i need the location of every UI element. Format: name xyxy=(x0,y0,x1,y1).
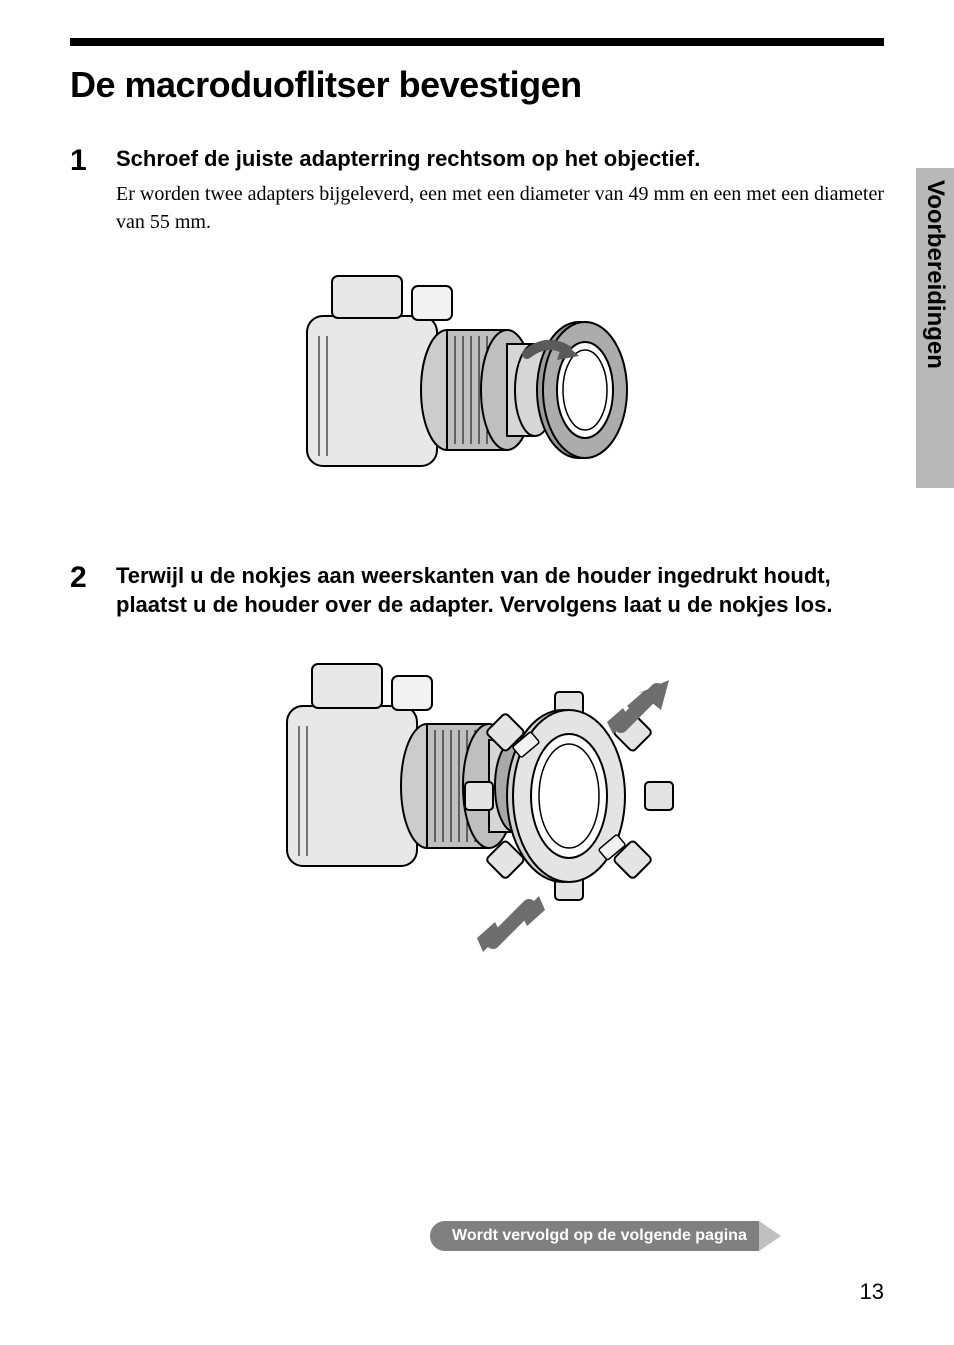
step-1-heading: Schroef de juiste adapterring rechtsom o… xyxy=(116,144,884,174)
continue-banner: Wordt vervolgd op de volgende pagina xyxy=(430,1221,781,1251)
banner-arrow-icon xyxy=(759,1221,781,1251)
step-2: 2 Terwijl u de nokjes aan weerskanten va… xyxy=(70,561,884,626)
banner-cap-icon xyxy=(430,1221,448,1251)
step-1-description: Er worden twee adapters bijgeleverd, een… xyxy=(116,180,884,236)
step-2-number: 2 xyxy=(70,561,98,626)
top-rule xyxy=(70,38,884,46)
step-2-heading: Terwijl u de nokjes aan weerskanten van … xyxy=(116,561,884,620)
figure-adapter-ring xyxy=(70,246,884,531)
step-1-number: 1 xyxy=(70,144,98,236)
page-title: De macroduoflitser bevestigen xyxy=(70,64,884,106)
step-1: 1 Schroef de juiste adapterring rechtsom… xyxy=(70,144,884,236)
figure-holder-mount xyxy=(70,636,884,991)
continue-text: Wordt vervolgd op de volgende pagina xyxy=(448,1221,759,1251)
page-number: 13 xyxy=(860,1279,884,1305)
page-content: De macroduoflitser bevestigen 1 Schroef … xyxy=(0,0,954,1345)
